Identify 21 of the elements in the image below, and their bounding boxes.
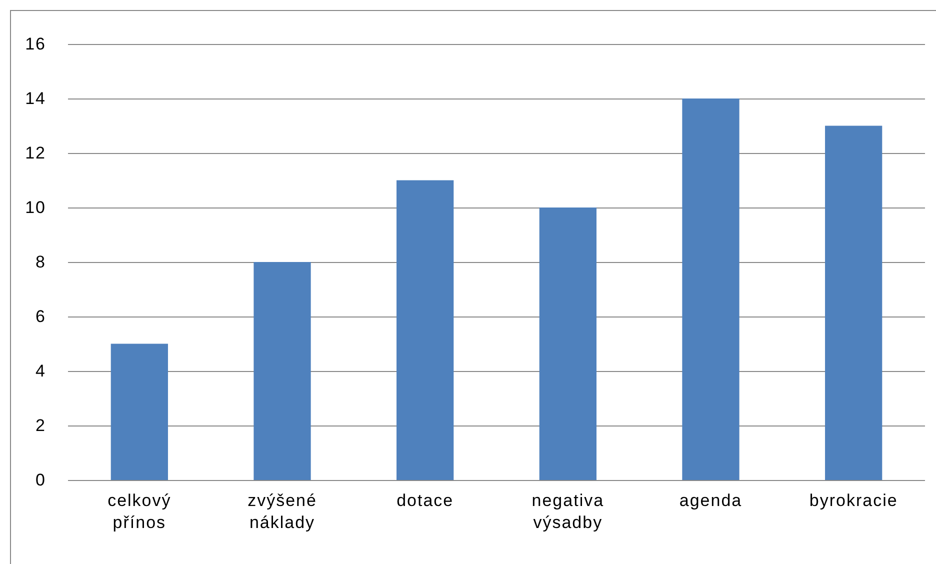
x-tick-label: agenda [679, 491, 742, 510]
bar [682, 98, 740, 480]
bar [825, 126, 882, 480]
bar [110, 344, 168, 480]
y-tick-label: 4 [36, 361, 46, 380]
y-tick-label: 8 [36, 252, 46, 272]
x-tick-label: dotace [396, 491, 454, 510]
y-tick-label: 16 [25, 34, 46, 54]
x-tick-label: zvýšené náklady [248, 491, 317, 532]
x-tick-label: negativa výsadby [532, 491, 604, 532]
y-tick-label: 10 [25, 198, 46, 217]
x-tick-label: byrokracie [809, 491, 898, 510]
y-tick-label: 14 [25, 88, 46, 108]
bar [539, 208, 596, 480]
bar [396, 180, 454, 480]
y-tick-label: 2 [36, 416, 46, 435]
x-tick-label: celkový přínos [108, 491, 172, 532]
y-tick-label: 12 [25, 143, 46, 162]
y-tick-label: 6 [36, 306, 46, 326]
bar [254, 262, 311, 480]
y-tick-label: 0 [36, 470, 46, 490]
